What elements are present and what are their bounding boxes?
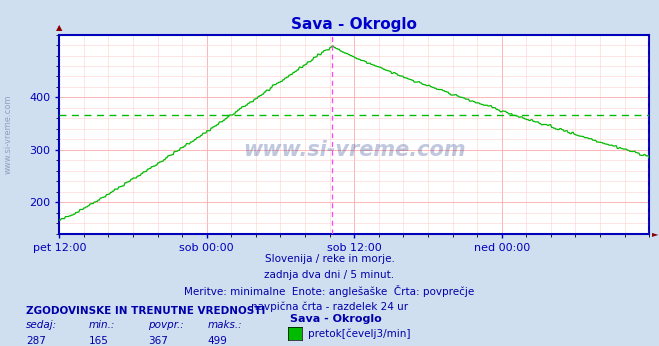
Text: navpična črta - razdelek 24 ur: navpična črta - razdelek 24 ur xyxy=(251,301,408,311)
Text: 165: 165 xyxy=(89,336,109,346)
Text: ZGODOVINSKE IN TRENUTNE VREDNOSTI: ZGODOVINSKE IN TRENUTNE VREDNOSTI xyxy=(26,306,266,316)
Text: Meritve: minimalne  Enote: anglešaške  Črta: povprečje: Meritve: minimalne Enote: anglešaške Črt… xyxy=(185,285,474,298)
Text: www.si-vreme.com: www.si-vreme.com xyxy=(243,140,465,160)
Text: zadnja dva dni / 5 minut.: zadnja dva dni / 5 minut. xyxy=(264,270,395,280)
Text: www.si-vreme.com: www.si-vreme.com xyxy=(3,94,13,174)
Text: ►: ► xyxy=(652,229,658,238)
Title: Sava - Okroglo: Sava - Okroglo xyxy=(291,17,417,32)
Text: 287: 287 xyxy=(26,336,46,346)
Text: 367: 367 xyxy=(148,336,168,346)
Text: sedaj:: sedaj: xyxy=(26,320,57,330)
Text: min.:: min.: xyxy=(89,320,115,330)
Text: pretok[čevelj3/min]: pretok[čevelj3/min] xyxy=(308,329,411,339)
Text: ▲: ▲ xyxy=(56,23,63,32)
Text: Sava - Okroglo: Sava - Okroglo xyxy=(290,314,382,324)
Text: 499: 499 xyxy=(208,336,227,346)
Text: maks.:: maks.: xyxy=(208,320,243,330)
Text: Slovenija / reke in morje.: Slovenija / reke in morje. xyxy=(264,254,395,264)
Text: povpr.:: povpr.: xyxy=(148,320,184,330)
